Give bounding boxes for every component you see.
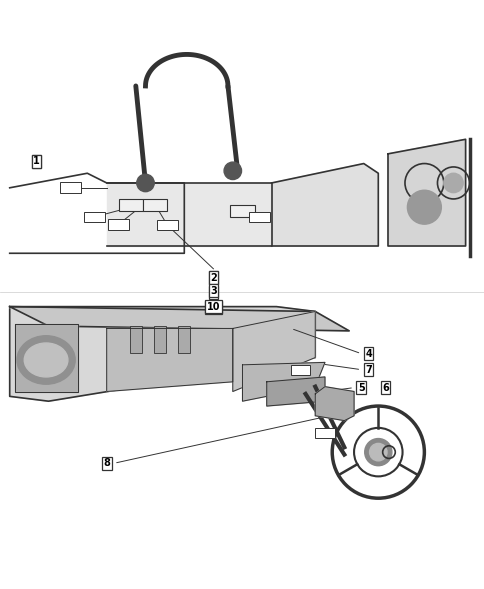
Text: 2: 2 bbox=[210, 273, 216, 283]
Text: 1: 1 bbox=[33, 156, 40, 166]
Polygon shape bbox=[232, 312, 315, 392]
Bar bbox=[108, 219, 129, 230]
Polygon shape bbox=[315, 386, 353, 421]
Text: 1: 1 bbox=[33, 156, 40, 166]
Bar bbox=[290, 365, 310, 375]
Bar bbox=[248, 211, 270, 222]
Bar bbox=[315, 428, 334, 438]
Circle shape bbox=[407, 190, 440, 224]
Bar bbox=[230, 205, 254, 217]
Text: 5: 5 bbox=[357, 383, 364, 393]
Circle shape bbox=[369, 444, 386, 461]
Text: 3: 3 bbox=[210, 287, 216, 297]
Polygon shape bbox=[15, 323, 77, 392]
Text: 4: 4 bbox=[364, 349, 371, 359]
Text: 10: 10 bbox=[206, 302, 220, 312]
Circle shape bbox=[224, 162, 241, 180]
Polygon shape bbox=[106, 329, 232, 392]
Bar bbox=[154, 326, 166, 353]
Bar bbox=[178, 326, 190, 353]
Circle shape bbox=[443, 173, 462, 193]
Text: 2: 2 bbox=[210, 273, 216, 283]
Polygon shape bbox=[10, 307, 348, 331]
Polygon shape bbox=[10, 307, 315, 401]
Text: 8: 8 bbox=[103, 458, 110, 468]
Bar bbox=[119, 199, 143, 211]
Ellipse shape bbox=[17, 336, 75, 384]
Circle shape bbox=[364, 439, 391, 466]
Text: 3: 3 bbox=[210, 286, 216, 296]
Polygon shape bbox=[242, 362, 324, 401]
Text: 7: 7 bbox=[364, 365, 371, 375]
Text: 10: 10 bbox=[206, 303, 220, 313]
Bar bbox=[143, 199, 167, 211]
Bar bbox=[84, 211, 105, 222]
Polygon shape bbox=[271, 164, 378, 246]
Bar bbox=[130, 326, 141, 353]
Polygon shape bbox=[266, 377, 324, 406]
Ellipse shape bbox=[24, 343, 68, 377]
Polygon shape bbox=[106, 183, 271, 246]
Bar bbox=[156, 220, 178, 230]
Bar bbox=[60, 183, 81, 193]
Text: 6: 6 bbox=[381, 383, 388, 393]
Circle shape bbox=[136, 174, 154, 191]
Polygon shape bbox=[387, 140, 465, 246]
